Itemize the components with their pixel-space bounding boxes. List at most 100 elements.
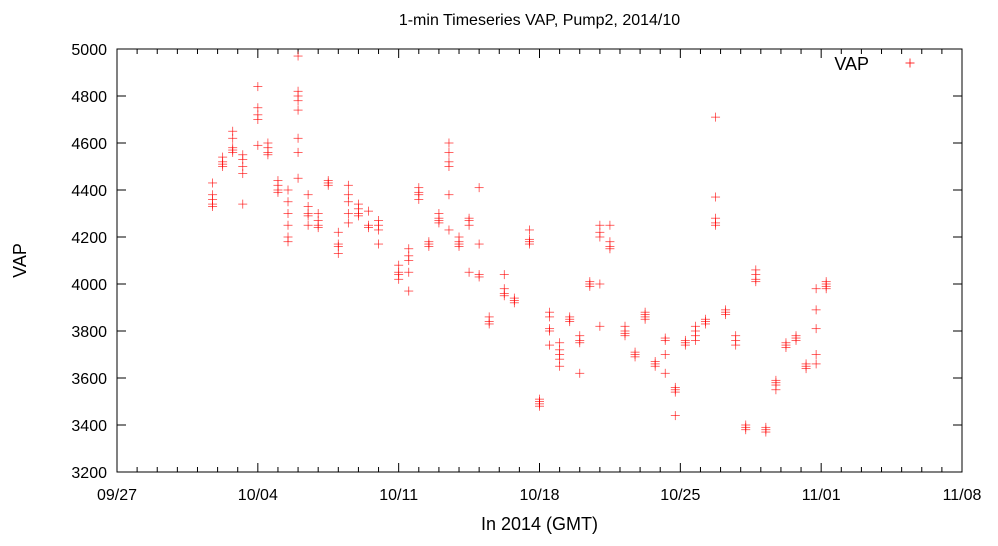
data-point	[444, 147, 454, 157]
data-point	[208, 178, 218, 188]
data-point	[238, 150, 248, 160]
data-point	[303, 211, 313, 221]
data-point	[474, 183, 484, 193]
y-tick-label: 4400	[71, 183, 107, 200]
data-point	[545, 340, 555, 350]
data-point	[414, 194, 424, 204]
data-point	[444, 225, 454, 235]
data-point	[595, 279, 605, 289]
data-point	[434, 209, 444, 218]
data-point	[343, 197, 353, 207]
data-point	[781, 342, 791, 352]
x-tick-label: 10/11	[379, 487, 418, 504]
data-point	[680, 335, 690, 345]
data-point	[333, 248, 343, 258]
data-point	[434, 218, 444, 228]
data-point	[474, 239, 484, 249]
x-axis: 09/27 10/04 10/11 10/18 10/25 11/01 11/08	[97, 49, 982, 504]
data-point	[545, 307, 555, 317]
data-point	[208, 201, 218, 211]
data-point	[700, 314, 710, 324]
data-point	[414, 183, 424, 193]
data-point	[751, 265, 761, 275]
y-tick-label: 5000	[71, 42, 107, 59]
data-point	[711, 192, 721, 202]
data-point	[404, 244, 414, 254]
data-point	[444, 190, 454, 200]
data-point	[565, 312, 575, 322]
y-tick-label: 4000	[71, 277, 107, 294]
data-point	[771, 385, 781, 395]
data-point	[404, 267, 414, 277]
x-tick-label: 10/18	[519, 487, 559, 504]
data-point	[811, 305, 821, 315]
data-point	[374, 239, 384, 249]
data-point	[555, 338, 565, 348]
data-point	[741, 420, 751, 430]
data-point	[711, 112, 721, 122]
data-point	[761, 422, 771, 432]
data-point	[690, 335, 700, 345]
data-point	[464, 267, 474, 277]
y-tick-label: 3200	[71, 465, 107, 482]
y-axis-label: VAP	[10, 243, 30, 278]
data-point	[293, 173, 303, 183]
data-point	[509, 298, 519, 308]
data-point	[454, 232, 464, 242]
data-point	[333, 227, 343, 237]
data-point	[524, 225, 534, 235]
data-point	[208, 190, 218, 200]
data-point	[293, 86, 303, 96]
data-point	[670, 411, 680, 421]
y-tick-label: 3800	[71, 324, 107, 341]
legend-label: VAP	[834, 54, 869, 74]
data-point	[293, 133, 303, 143]
data-point	[404, 286, 414, 296]
y-tick-label: 4800	[71, 89, 107, 106]
data-point	[313, 209, 323, 218]
data-point	[424, 237, 434, 247]
data-point	[811, 284, 821, 294]
x-tick-label: 09/27	[97, 487, 137, 504]
data-point	[585, 277, 595, 287]
data-point	[293, 105, 303, 115]
data-point	[620, 321, 630, 331]
data-point	[650, 357, 660, 367]
y-tick-label: 4600	[71, 136, 107, 153]
data-point	[731, 340, 741, 350]
data-point	[821, 277, 831, 287]
data-point	[545, 326, 555, 336]
legend: VAP	[834, 54, 915, 74]
data-point	[253, 140, 263, 150]
data-point	[721, 305, 731, 315]
data-point	[444, 162, 454, 171]
y-tick-label: 4200	[71, 230, 107, 247]
y-tick-label: 3400	[71, 418, 107, 435]
data-point	[394, 260, 404, 270]
data-point	[575, 331, 585, 341]
data-point	[464, 220, 474, 230]
data-point	[595, 321, 605, 331]
data-point	[218, 162, 228, 171]
data-point	[711, 213, 721, 223]
data-point	[343, 218, 353, 228]
data-point	[343, 209, 353, 218]
data-point	[801, 364, 811, 374]
data-point	[620, 331, 630, 341]
data-point	[484, 312, 494, 322]
data-point	[323, 180, 333, 190]
data-point	[273, 176, 283, 186]
data-point	[791, 335, 801, 345]
data-point	[605, 220, 615, 230]
data-point	[731, 331, 741, 341]
data-point	[524, 239, 534, 249]
x-tick-label: 11/08	[943, 487, 982, 504]
data-point	[283, 185, 293, 195]
data-point	[333, 239, 343, 249]
data-point	[253, 103, 263, 113]
data-point	[293, 147, 303, 157]
data-point	[253, 82, 263, 92]
data-point	[640, 307, 650, 317]
data-point	[228, 126, 238, 136]
